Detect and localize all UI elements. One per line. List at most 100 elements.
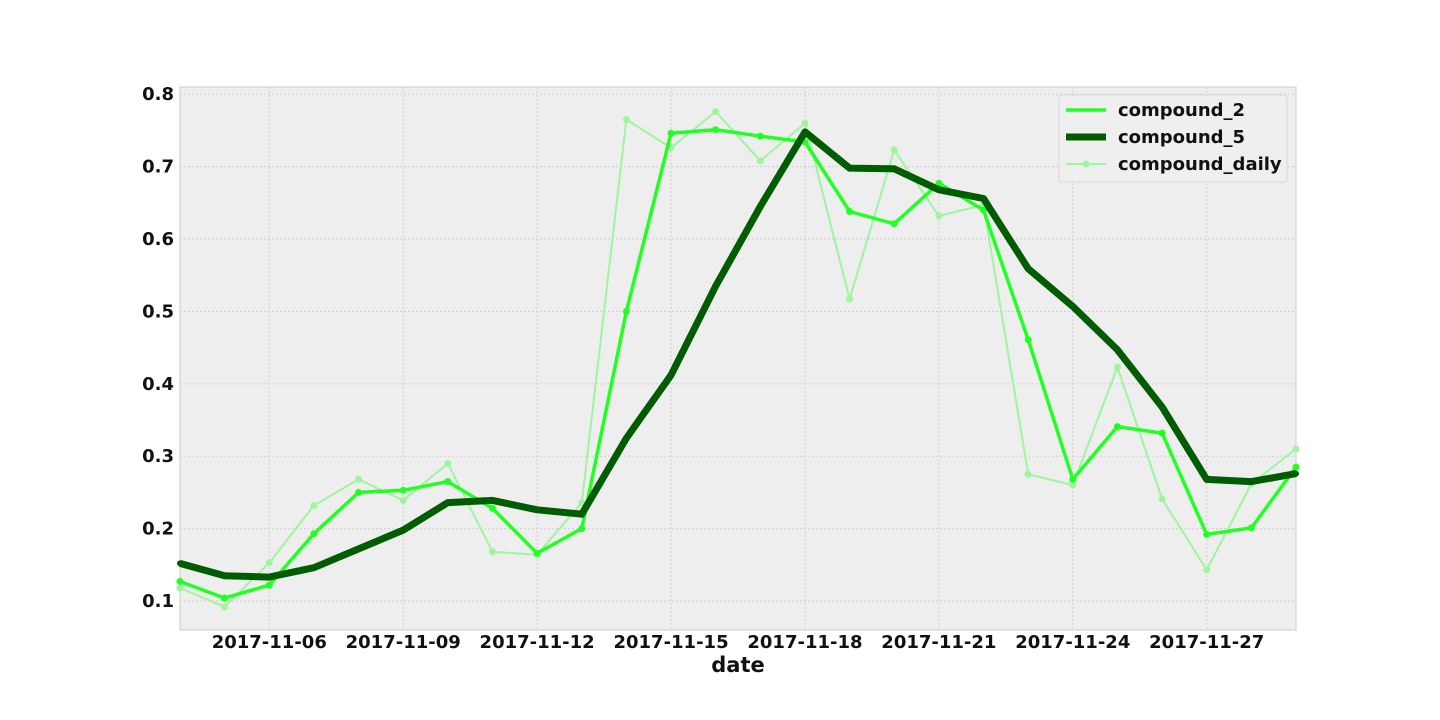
data-point	[1114, 346, 1121, 353]
legend-item-compound_daily: compound_daily	[1066, 154, 1282, 175]
data-point	[846, 208, 854, 215]
data-point	[1159, 404, 1166, 410]
data-point	[757, 203, 764, 210]
x-tick-label: 2017-11-18	[747, 632, 862, 653]
legend-box	[1058, 94, 1288, 183]
data-point	[1203, 476, 1210, 483]
data-point	[1292, 445, 1300, 453]
data-point	[355, 488, 363, 496]
data-point	[444, 478, 452, 486]
data-point	[935, 186, 942, 193]
data-point	[980, 206, 987, 214]
series-line-compound_5	[179, 128, 1297, 581]
x-tick-label: 2017-11-15	[613, 632, 728, 653]
data-point	[176, 578, 184, 585]
data-point	[1247, 524, 1255, 532]
data-point	[266, 574, 273, 581]
data-point	[712, 108, 720, 116]
data-point	[265, 581, 273, 589]
data-point	[177, 560, 183, 567]
x-axis-label: date	[711, 653, 764, 677]
data-point	[221, 603, 229, 611]
data-point	[578, 511, 585, 518]
data-point	[400, 527, 407, 534]
data-point	[622, 116, 630, 124]
data-point	[891, 165, 898, 172]
data-point	[489, 548, 496, 556]
data-point	[1113, 363, 1121, 371]
data-point	[310, 530, 318, 538]
data-point	[265, 559, 273, 567]
data-point	[310, 564, 317, 571]
data-point	[980, 195, 987, 202]
legend-label: compound_daily	[1118, 154, 1282, 175]
data-point	[668, 372, 674, 379]
data-point	[712, 126, 720, 134]
data-point	[935, 179, 943, 187]
data-point	[444, 460, 452, 467]
data-point	[399, 486, 407, 494]
y-tick-label: 0.1	[142, 591, 174, 612]
data-point	[578, 525, 586, 533]
series-line-compound_daily	[179, 110, 1297, 608]
data-point	[890, 220, 898, 228]
y-tick-label: 0.5	[142, 301, 174, 322]
data-point	[221, 594, 229, 602]
x-tick-label: 2017-11-09	[346, 632, 461, 653]
y-tick-label: 0.8	[142, 84, 174, 105]
data-point	[399, 496, 407, 504]
data-point	[1069, 303, 1076, 310]
data-point	[1069, 481, 1077, 489]
data-point	[1158, 495, 1166, 503]
series-layer	[176, 108, 1300, 611]
data-point	[1248, 478, 1255, 485]
x-tick-label: 2017-11-12	[480, 632, 595, 653]
y-axis-ticks: 0.1 0.2 0.3 0.4 0.5 0.6 0.7 0.8	[142, 84, 174, 612]
y-tick-label: 0.4	[142, 374, 174, 395]
data-point	[1113, 423, 1121, 431]
data-point	[1069, 475, 1077, 483]
data-point	[756, 132, 764, 140]
data-point	[310, 502, 318, 509]
legend-label: compound_2	[1118, 100, 1245, 121]
data-point	[801, 119, 809, 127]
data-point	[802, 128, 808, 135]
data-point	[1203, 530, 1211, 538]
legend: compound_2 compound_5 compound_daily	[1058, 94, 1288, 183]
data-point	[1203, 566, 1211, 574]
series-compound_5	[177, 128, 1299, 581]
y-tick-label: 0.6	[142, 229, 174, 250]
x-axis-ticks: 2017-11-06 2017-11-09 2017-11-12 2017-11-15…	[212, 632, 1265, 653]
data-point	[846, 295, 854, 303]
legend-label: compound_5	[1118, 127, 1245, 148]
data-point	[221, 572, 228, 579]
data-point	[355, 545, 362, 552]
legend-marker	[1082, 160, 1090, 168]
data-point	[1293, 470, 1299, 477]
legend-item-compound_2: compound_2	[1066, 100, 1245, 121]
data-point	[1158, 429, 1166, 437]
y-tick-label: 0.3	[142, 446, 174, 467]
data-point	[355, 475, 363, 483]
y-tick-label: 0.2	[142, 519, 174, 540]
data-point	[756, 157, 764, 165]
data-point	[1024, 336, 1032, 344]
data-point	[1024, 470, 1032, 478]
x-tick-label: 2017-11-27	[1149, 632, 1264, 653]
data-point	[533, 549, 541, 557]
data-point	[846, 165, 853, 172]
data-point	[935, 212, 943, 220]
x-tick-label: 2017-11-24	[1015, 632, 1130, 653]
x-tick-label: 2017-11-21	[881, 632, 996, 653]
data-point	[176, 584, 184, 592]
data-point	[667, 129, 675, 137]
legend-item-compound_5: compound_5	[1066, 127, 1245, 148]
data-point	[890, 146, 898, 154]
data-point	[444, 499, 451, 506]
data-point	[1025, 265, 1032, 272]
series-compound_2	[176, 126, 1300, 602]
data-point	[534, 506, 541, 513]
data-point	[623, 435, 630, 442]
data-point	[712, 283, 719, 290]
